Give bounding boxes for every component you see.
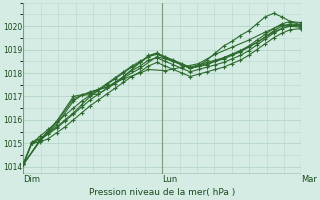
X-axis label: Pression niveau de la mer( hPa ): Pression niveau de la mer( hPa ) <box>89 188 236 197</box>
